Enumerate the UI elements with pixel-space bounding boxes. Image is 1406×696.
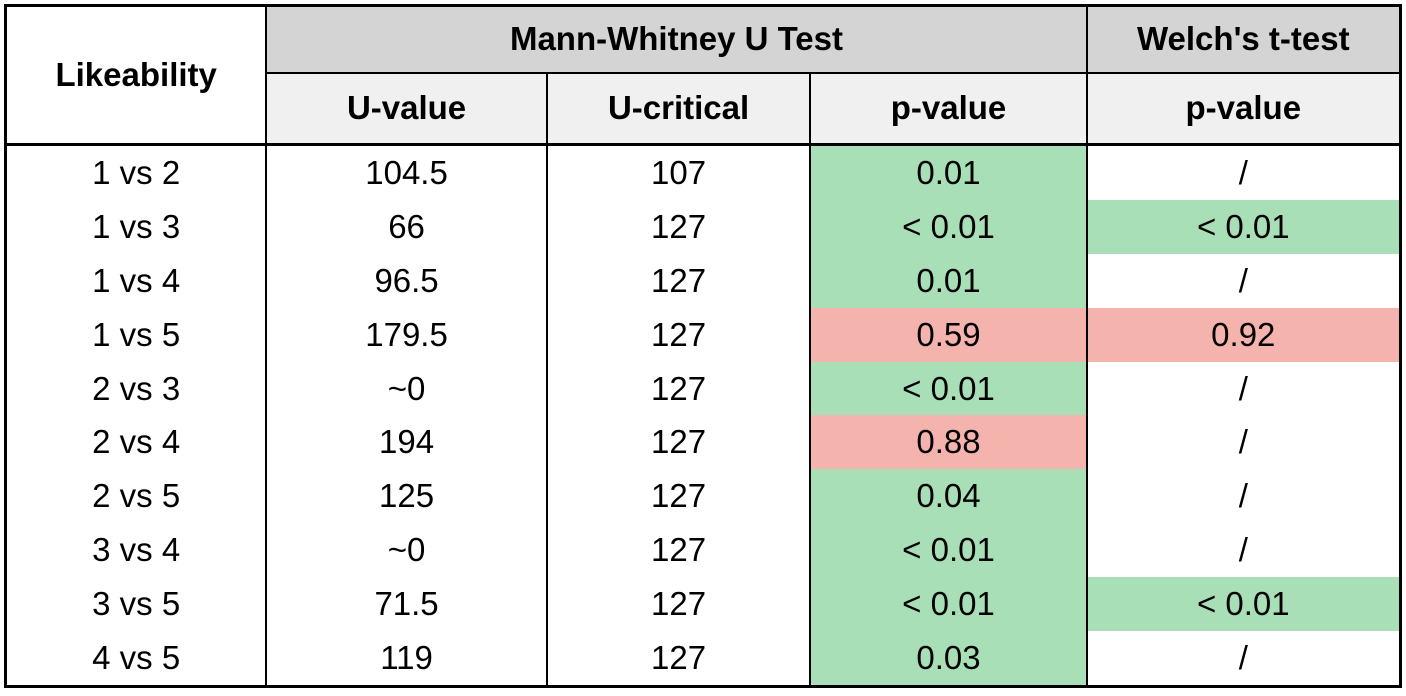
cell-comparison: 1 vs 3: [4, 200, 268, 255]
cell-mw-p-value: < 0.01: [809, 200, 1088, 255]
cell-u-value: 179.5: [265, 307, 548, 362]
cell-u-critical: 107: [545, 144, 812, 201]
cell-u-value: ~0: [265, 522, 548, 577]
cell-u-value: 71.5: [265, 576, 548, 631]
cell-mw-p-value: < 0.01: [809, 361, 1088, 416]
group-header-row: Likeability Mann-Whitney U Test Welch's …: [4, 5, 1402, 146]
table-body: 1 vs 2 104.5 107 0.01 / 1 vs 3 66 127 < …: [4, 144, 1402, 687]
cell-u-value: 96.5: [265, 254, 548, 308]
cell-comparison: 1 vs 2: [4, 144, 268, 201]
cell-comparison: 2 vs 3: [4, 361, 268, 416]
cell-comparison: 2 vs 5: [4, 469, 268, 523]
cell-welch-p-value: /: [1085, 254, 1402, 308]
cell-u-critical: 127: [545, 415, 812, 470]
table-row: 2 vs 4 194 127 0.88 /: [4, 415, 1402, 470]
column-header-welch-p-value: p-value: [1085, 72, 1402, 146]
cell-u-value: 104.5: [265, 144, 548, 201]
cell-u-critical: 127: [545, 630, 812, 687]
table-row: 2 vs 5 125 127 0.04 /: [4, 469, 1402, 523]
cell-u-critical: 127: [545, 576, 812, 631]
cell-mw-p-value: < 0.01: [809, 522, 1088, 577]
column-header-u-value: U-value: [265, 72, 548, 146]
cell-u-value: 119: [265, 630, 548, 687]
column-header-likeability: Likeability: [4, 5, 268, 146]
table-row: 1 vs 2 104.5 107 0.01 /: [4, 144, 1402, 201]
column-group-welch: Welch's t-test: [1085, 5, 1402, 74]
table-row: 1 vs 4 96.5 127 0.01 /: [4, 254, 1402, 308]
cell-comparison: 3 vs 5: [4, 576, 268, 631]
cell-u-critical: 127: [545, 200, 812, 255]
cell-comparison: 2 vs 4: [4, 415, 268, 470]
cell-welch-p-value: /: [1085, 361, 1402, 416]
cell-u-value: ~0: [265, 361, 548, 416]
cell-mw-p-value: 0.03: [809, 630, 1088, 687]
cell-comparison: 1 vs 4: [4, 254, 268, 308]
table-row: 1 vs 5 179.5 127 0.59 0.92: [4, 307, 1402, 362]
cell-mw-p-value: 0.01: [809, 254, 1088, 308]
cell-welch-p-value: < 0.01: [1085, 200, 1402, 255]
cell-mw-p-value: < 0.01: [809, 576, 1088, 631]
table-row: 2 vs 3 ~0 127 < 0.01 /: [4, 361, 1402, 416]
cell-mw-p-value: 0.59: [809, 307, 1088, 362]
cell-welch-p-value: /: [1085, 522, 1402, 577]
cell-u-critical: 127: [545, 522, 812, 577]
cell-comparison: 4 vs 5: [4, 630, 268, 687]
stats-table: Likeability Mann-Whitney U Test Welch's …: [4, 4, 1402, 688]
cell-welch-p-value: < 0.01: [1085, 576, 1402, 631]
cell-mw-p-value: 0.04: [809, 469, 1088, 523]
column-header-mw-p-value: p-value: [809, 72, 1088, 146]
cell-welch-p-value: /: [1085, 469, 1402, 523]
cell-comparison: 1 vs 5: [4, 307, 268, 362]
cell-welch-p-value: 0.92: [1085, 307, 1402, 362]
column-group-mann-whitney: Mann-Whitney U Test: [265, 5, 1088, 74]
column-header-u-critical: U-critical: [545, 72, 812, 146]
cell-mw-p-value: 0.88: [809, 415, 1088, 470]
table-row: 4 vs 5 119 127 0.03 /: [4, 630, 1402, 687]
table-row: 3 vs 5 71.5 127 < 0.01 < 0.01: [4, 576, 1402, 631]
table-row: 3 vs 4 ~0 127 < 0.01 /: [4, 522, 1402, 577]
cell-welch-p-value: /: [1085, 415, 1402, 470]
cell-welch-p-value: /: [1085, 144, 1402, 201]
cell-u-critical: 127: [545, 469, 812, 523]
cell-mw-p-value: 0.01: [809, 144, 1088, 201]
table-row: 1 vs 3 66 127 < 0.01 < 0.01: [4, 200, 1402, 255]
cell-u-critical: 127: [545, 254, 812, 308]
cell-u-critical: 127: [545, 307, 812, 362]
cell-u-value: 125: [265, 469, 548, 523]
cell-u-value: 194: [265, 415, 548, 470]
cell-u-critical: 127: [545, 361, 812, 416]
cell-u-value: 66: [265, 200, 548, 255]
sub-header-row: U-value U-critical p-value p-value: [6, 72, 1402, 146]
cell-welch-p-value: /: [1085, 630, 1402, 687]
cell-comparison: 3 vs 4: [4, 522, 268, 577]
